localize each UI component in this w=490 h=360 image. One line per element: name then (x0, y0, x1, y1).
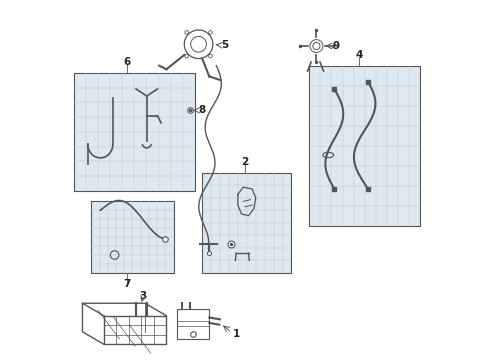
Circle shape (209, 54, 212, 58)
Circle shape (209, 31, 212, 34)
Bar (74, 73, 195, 191)
Text: 6: 6 (123, 57, 131, 67)
Circle shape (185, 31, 189, 34)
Text: 7: 7 (123, 279, 131, 289)
Text: 5: 5 (220, 40, 228, 50)
Bar (92, 202, 173, 273)
Text: 1: 1 (232, 329, 240, 339)
Bar (177, 309, 209, 339)
Text: 4: 4 (356, 50, 363, 60)
Circle shape (185, 54, 189, 58)
Text: 2: 2 (242, 157, 248, 167)
Bar (309, 66, 420, 226)
Bar (202, 173, 292, 273)
Text: 8: 8 (198, 105, 206, 115)
Text: 9: 9 (333, 41, 340, 51)
Text: 3: 3 (140, 291, 147, 301)
